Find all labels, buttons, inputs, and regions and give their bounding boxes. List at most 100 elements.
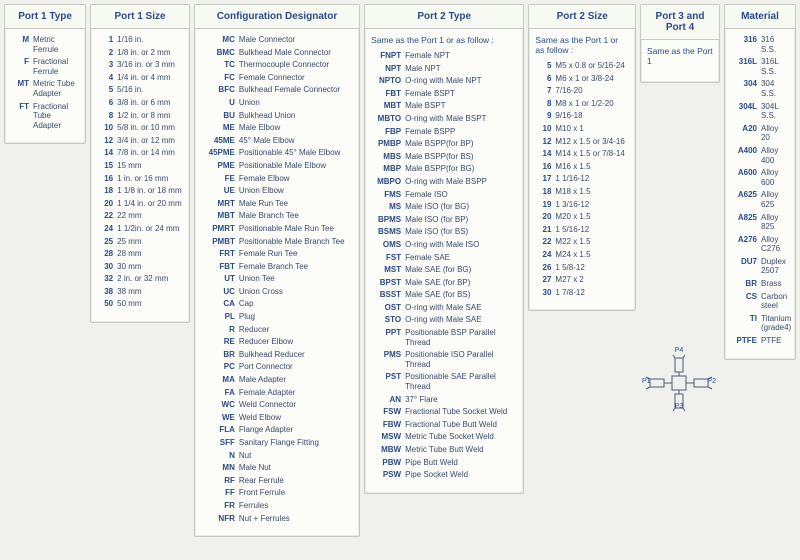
code: PSW — [371, 470, 401, 480]
table-row: FE Female Elbow — [201, 174, 353, 184]
code: 18 — [535, 187, 551, 197]
table-row: BMCBulkhead Male Connector — [201, 48, 353, 58]
code: 19 — [535, 200, 551, 210]
label: M16 x 1.5 — [555, 162, 629, 172]
table-row: PCPort Connector — [201, 362, 353, 372]
label: 7/8 in. or 14 mm — [117, 148, 183, 158]
label: 1/8 in. or 2 mm — [117, 48, 183, 58]
label: Positionable Male Elbow — [239, 161, 353, 171]
code: 6 — [535, 74, 551, 84]
code: TC — [201, 60, 235, 70]
table-row: PMSPositionable ISO Parallel Thread — [371, 350, 517, 369]
code: 16 — [97, 174, 113, 184]
code: WC — [201, 400, 235, 410]
table-row: A20Alloy 20 — [731, 124, 789, 143]
table-row: 123/4 in. or 12 mm — [97, 136, 183, 146]
label: Metric Tube Socket Weld — [405, 432, 517, 442]
table-row: 6M6 x 1 or 3/8-24 — [535, 74, 629, 84]
code: NFR — [201, 514, 235, 524]
col-port1-type: Port 1 Type MMetric FerruleFFractional F… — [4, 4, 86, 144]
code: FBT — [201, 262, 235, 272]
col-port2-type: Port 2 Type Same as the Port 1 or as fol… — [364, 4, 524, 494]
reference-table: Port 1 Type MMetric FerruleFFractional F… — [4, 4, 796, 537]
col-port2-size: Port 2 Size Same as the Port 1 or as fol… — [528, 4, 636, 311]
col-body: Same as the Port 1 or as follow : FNPTFe… — [365, 29, 523, 493]
table-row: 211 5/16-12 — [535, 225, 629, 235]
table-row: 161 in. or 16 mm — [97, 174, 183, 184]
label: 304 S.S. — [761, 79, 789, 98]
table-row: NFRNut + Ferrules — [201, 514, 353, 524]
label: Male Adapter — [239, 375, 353, 385]
label: Male ISO (for BS) — [405, 227, 517, 237]
label: Positionable BSP Parallel Thread — [405, 328, 517, 347]
label: Male SAE (for BP) — [405, 278, 517, 288]
label: Union — [239, 98, 353, 108]
code: UE — [201, 186, 235, 196]
label: Male ISO (for BG) — [405, 202, 517, 212]
table-row: OSTO-ring with Male SAE — [371, 303, 517, 313]
code: WE — [201, 413, 235, 423]
code: 10 — [535, 124, 551, 134]
code: MBS — [371, 152, 401, 162]
label: Fractional Tube Adapter — [33, 102, 79, 131]
col-title: Port 2 Size — [529, 5, 635, 29]
table-row: MBTMale BSPT — [371, 101, 517, 111]
note: Same as the Port 1 — [647, 46, 713, 66]
label: Front Ferrule — [239, 488, 353, 498]
col-body: MCMale ConnectorBMCBulkhead Male Connect… — [195, 29, 359, 536]
code: 5 — [97, 85, 113, 95]
label: Cap — [239, 299, 353, 309]
label: Female Elbow — [239, 174, 353, 184]
table-row: 322 in. or 32 mm — [97, 274, 183, 284]
table-row: 5050 mm — [97, 299, 183, 309]
table-row: 10M10 x 1 — [535, 124, 629, 134]
label: Titanium (grade4) — [761, 314, 791, 333]
table-row: 22M22 x 1.5 — [535, 237, 629, 247]
table-row: TCThermocouple Connector — [201, 60, 353, 70]
code: FE — [201, 174, 235, 184]
table-row: FFractional Ferrule — [11, 57, 79, 76]
table-row: PSTPositionable SAE Parallel Thread — [371, 372, 517, 391]
label: Female ISO — [405, 190, 517, 200]
label: Union Tee — [239, 274, 353, 284]
code: BPST — [371, 278, 401, 288]
label: Female Branch Tee — [239, 262, 353, 272]
code: 38 — [97, 287, 113, 297]
table-row: 304L304L S.S. — [731, 102, 789, 121]
col-title: Port 2 Type — [365, 5, 523, 29]
code: 32 — [97, 274, 113, 284]
label: 316 S.S. — [761, 35, 789, 54]
label: M22 x 1.5 — [555, 237, 629, 247]
col-material: Material 316316 S.S.316L316L S.S.304304 … — [724, 4, 796, 360]
code: F — [11, 57, 29, 76]
label: Brass — [761, 279, 789, 289]
table-row: 63/8 in. or 6 mm — [97, 98, 183, 108]
code: 16 — [535, 162, 551, 172]
label: Reducer Elbow — [239, 337, 353, 347]
label: 1/16 in. — [117, 35, 183, 45]
label: Port Connector — [239, 362, 353, 372]
label: Alloy 20 — [761, 124, 789, 143]
label: Union Cross — [239, 287, 353, 297]
table-row: TITitanium (grade4) — [731, 314, 789, 333]
label: Pipe Butt Weld — [405, 458, 517, 468]
code: 24 — [535, 250, 551, 260]
table-row: 14M14 x 1.5 or 7/8-14 — [535, 149, 629, 159]
table-row: 241 1/2in. or 24 mm — [97, 224, 183, 234]
table-row: 24M24 x 1.5 — [535, 250, 629, 260]
code: PTFE — [731, 336, 757, 346]
table-row: 77/16-20 — [535, 86, 629, 96]
label: Male SAE (for BS) — [405, 290, 517, 300]
table-row: A600Alloy 600 — [731, 168, 789, 187]
label: Ferrules — [239, 501, 353, 511]
table-row: 45PMEPositionable 45° Male Elbow — [201, 148, 353, 158]
table-row: 201 1/4 in. or 20 mm — [97, 199, 183, 209]
table-row: MRTMale Run Tee — [201, 199, 353, 209]
table-row: 105/8 in. or 10 mm — [97, 123, 183, 133]
label: Duplex 2507 — [761, 257, 789, 276]
table-row: FMSFemale ISO — [371, 190, 517, 200]
label: O-ring with Male ISO — [405, 240, 517, 250]
label: Rear Ferrule — [239, 476, 353, 486]
col-title: Port 1 Type — [5, 5, 85, 29]
table-row: PSWPipe Socket Weld — [371, 470, 517, 480]
